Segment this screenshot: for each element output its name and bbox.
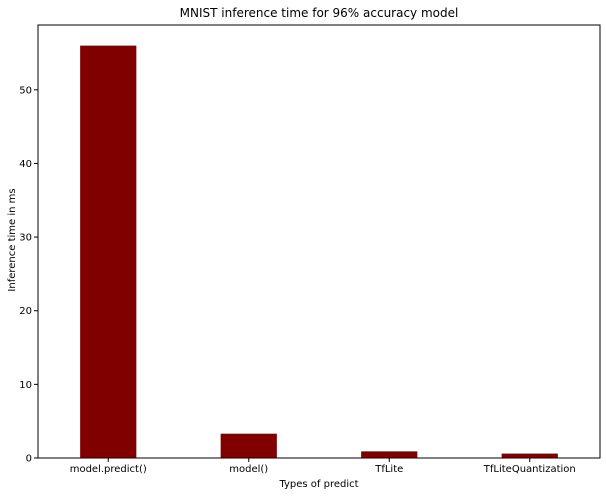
x-axis-label: Types of predict bbox=[278, 479, 358, 490]
y-tick-label: 40 bbox=[19, 159, 32, 170]
bar-1 bbox=[80, 45, 137, 458]
x-axis-ticks: model.predict() model() TfLite TfLiteQuanti… bbox=[70, 458, 576, 475]
x-tick-label: model.predict() bbox=[70, 464, 147, 475]
plot-frame bbox=[37, 24, 601, 459]
x-tick-label: model() bbox=[229, 464, 268, 475]
bar-2 bbox=[220, 433, 277, 458]
bars-layer bbox=[80, 45, 558, 458]
bar-3 bbox=[361, 451, 418, 458]
x-tick-label: TfLite bbox=[374, 464, 403, 475]
x-tick-label: TfLiteQuantization bbox=[483, 464, 576, 475]
y-axis-ticks: 0 10 20 30 40 50 bbox=[19, 85, 38, 465]
bar-4 bbox=[501, 453, 558, 458]
y-tick-label: 0 bbox=[26, 454, 32, 465]
y-tick-label: 30 bbox=[19, 233, 32, 244]
chart-title: MNIST inference time for 96% accuracy mo… bbox=[180, 6, 459, 20]
y-tick-label: 50 bbox=[19, 85, 32, 96]
y-axis-label: Inference time in ms bbox=[7, 188, 18, 291]
y-tick-label: 20 bbox=[19, 306, 32, 317]
y-tick-label: 10 bbox=[19, 380, 32, 391]
